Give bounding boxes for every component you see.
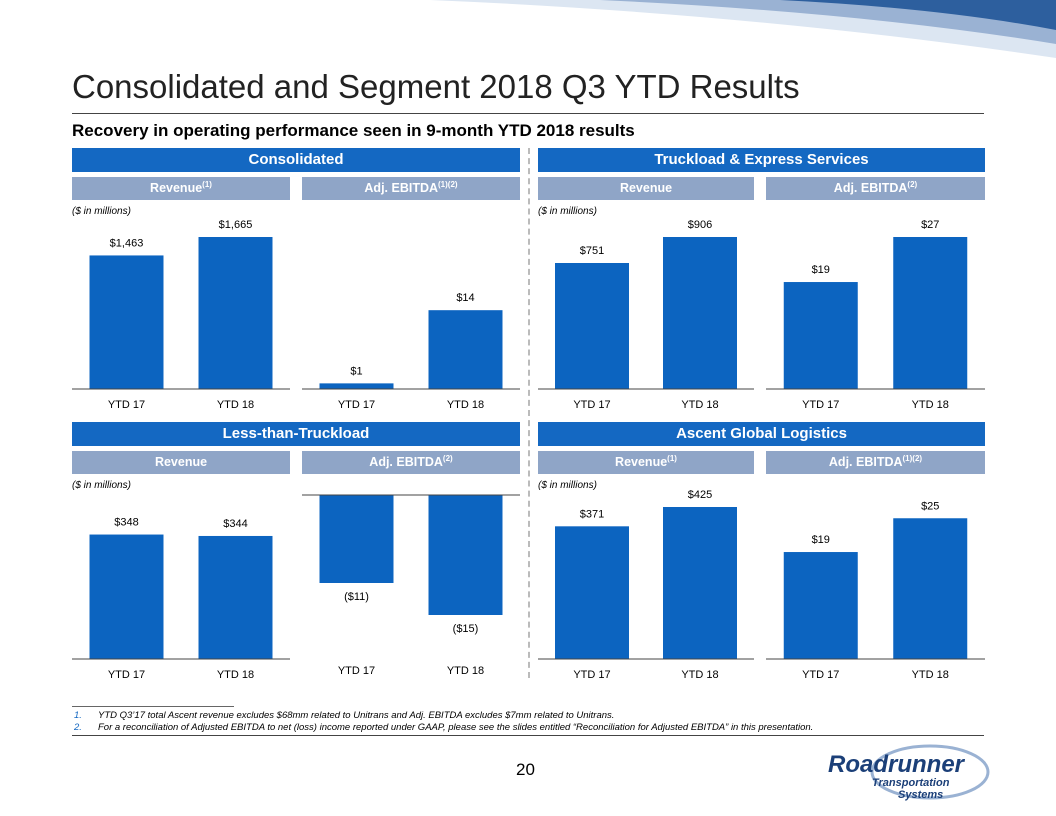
bar-asc_ebitda-0 [783, 552, 858, 659]
chart-consolidated-revenue: $1,463 YTD 17 $1,665 YTD 18 [72, 219, 290, 411]
page-title: Consolidated and Segment 2018 Q3 YTD Res… [72, 68, 800, 105]
subheader-cons-ebitda: Adj. EBITDA(1)(2) [302, 177, 520, 200]
subheader-tes-revenue: Revenue [538, 177, 754, 200]
data-label-asc_ebitda-0: $19 [812, 534, 830, 546]
subheader-ltl-ebitda: Adj. EBITDA(2) [302, 451, 520, 474]
chart-consolidated-ebitda: $1 YTD 17 $14 YTD 18 [302, 292, 520, 411]
bar-tes_rev-1 [663, 237, 737, 389]
category-label-ltl_rev-0: YTD 17 [108, 669, 145, 681]
header-swoosh-decoration [430, 0, 1056, 58]
subheader-tes-ebitda: Adj. EBITDA(2) [766, 177, 985, 200]
bar-cons_ebitda-1 [428, 310, 503, 389]
bar-ltl_ebitda-0 [319, 495, 394, 583]
data-label-cons_ebitda-1: $14 [456, 292, 474, 304]
data-label-asc_rev-0: $371 [580, 508, 604, 520]
data-label-ltl_ebitda-0: ($11) [344, 591, 369, 603]
subheader-asc-revenue: Revenue(1) [538, 451, 754, 474]
chart-tes-ebitda: $19 YTD 17 $27 YTD 18 [766, 219, 985, 411]
category-label-tes_rev-1: YTD 18 [681, 399, 718, 411]
bar-tes_rev-0 [555, 263, 629, 389]
bar-ltl_ebitda-1 [428, 495, 503, 615]
data-label-cons_ebitda-0: $1 [350, 365, 362, 377]
segment-header-ascent: Ascent Global Logistics [538, 422, 985, 446]
chart-tes-revenue: $751 YTD 17 $906 YTD 18 [538, 219, 754, 411]
data-label-asc_ebitda-1: $25 [921, 500, 939, 512]
category-label-ltl_ebitda-0: YTD 17 [338, 665, 375, 677]
bar-asc_ebitda-1 [893, 518, 968, 659]
data-label-ltl_rev-1: $344 [223, 518, 247, 530]
data-label-cons_rev-1: $1,665 [219, 219, 253, 231]
bar-ltl_rev-1 [198, 535, 273, 659]
units-label-consolidated: ($ in millions) [72, 206, 131, 217]
subheader-cons-revenue: Revenue(1) [72, 177, 290, 200]
title-underline [72, 113, 984, 114]
data-label-tes_rev-1: $906 [688, 219, 712, 231]
roadrunner-logo: Roadrunner Transportation Systems [828, 744, 990, 801]
footnote-2: 2. For a reconciliation of Adjusted EBITD… [74, 722, 814, 733]
chart-ascent-revenue: $371 YTD 17 $425 YTD 18 [538, 489, 754, 681]
footnote-rule [72, 706, 234, 707]
logo-line2: Transportation [872, 777, 950, 789]
bar-cons_ebitda-0 [319, 383, 394, 389]
bar-asc_rev-1 [663, 507, 737, 659]
bar-cons_rev-1 [198, 237, 273, 389]
data-label-asc_rev-1: $425 [688, 489, 712, 501]
bar-cons_rev-0 [89, 255, 164, 389]
footer-rule [72, 735, 984, 736]
bar-ltl_rev-0 [89, 534, 164, 659]
data-label-tes_ebitda-0: $19 [812, 264, 830, 276]
category-label-cons_ebitda-1: YTD 18 [447, 399, 484, 411]
category-label-cons_rev-1: YTD 18 [217, 399, 254, 411]
category-label-asc_ebitda-0: YTD 17 [802, 669, 839, 681]
segment-header-ltl: Less-than-Truckload [72, 422, 520, 446]
subheader-ltl-revenue: Revenue [72, 451, 290, 474]
data-label-ltl_rev-0: $348 [114, 517, 138, 529]
category-label-asc_ebitda-1: YTD 18 [912, 669, 949, 681]
chart-ltl-revenue: $348 YTD 17 $344 YTD 18 [72, 517, 290, 681]
subheader-asc-ebitda: Adj. EBITDA(1)(2) [766, 451, 985, 474]
footnote-1: 1. YTD Q3’17 total Ascent revenue exclude… [74, 710, 615, 721]
data-label-tes_ebitda-1: $27 [921, 219, 939, 231]
category-label-cons_rev-0: YTD 17 [108, 399, 145, 411]
bar-tes_ebitda-1 [893, 237, 968, 389]
units-label-ltl: ($ in millions) [72, 480, 131, 491]
bar-asc_rev-0 [555, 526, 629, 659]
units-label-ascent: ($ in millions) [538, 480, 597, 491]
category-label-tes_ebitda-0: YTD 17 [802, 399, 839, 411]
segment-header-consolidated: Consolidated [72, 148, 520, 172]
category-label-cons_ebitda-0: YTD 17 [338, 399, 375, 411]
units-label-tes: ($ in millions) [538, 206, 597, 217]
logo-line3: Systems [898, 789, 943, 801]
chart-ascent-ebitda: $19 YTD 17 $25 YTD 18 [766, 500, 985, 681]
category-label-ltl_ebitda-1: YTD 18 [447, 665, 484, 677]
category-label-asc_rev-0: YTD 17 [573, 669, 610, 681]
logo-line1: Roadrunner [828, 751, 966, 778]
data-label-cons_rev-0: $1,463 [110, 237, 144, 249]
category-label-tes_ebitda-1: YTD 18 [912, 399, 949, 411]
column-divider [528, 148, 530, 678]
bar-tes_ebitda-0 [783, 282, 858, 389]
category-label-ltl_rev-1: YTD 18 [217, 669, 254, 681]
chart-ltl-ebitda: ($11) YTD 17 ($15) YTD 18 [302, 494, 520, 677]
page-number: 20 [516, 760, 535, 779]
category-label-tes_rev-0: YTD 17 [573, 399, 610, 411]
data-label-tes_rev-0: $751 [580, 245, 604, 257]
data-label-ltl_ebitda-1: ($15) [453, 623, 479, 635]
segment-header-tes: Truckload & Express Services [538, 148, 985, 172]
page-subtitle: Recovery in operating performance seen i… [72, 121, 635, 140]
category-label-asc_rev-1: YTD 18 [681, 669, 718, 681]
